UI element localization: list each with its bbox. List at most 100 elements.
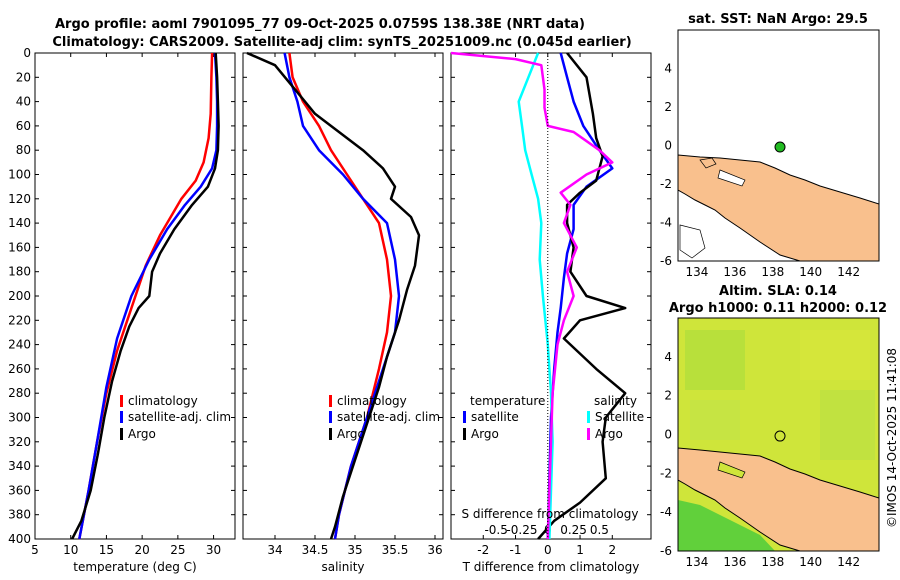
y-tick-label: 300 — [8, 411, 31, 425]
series-argo — [246, 51, 421, 540]
y-tick-label: 400 — [8, 532, 31, 546]
map-y-tick-label: -2 — [660, 466, 672, 480]
title-line2: Climatology: CARS2009. Satellite-adj cli… — [52, 35, 631, 50]
map-y-tick-label: 4 — [664, 350, 672, 364]
map-x-tick-label: 142 — [837, 265, 860, 279]
salinity-legend: climatology satellite-adj. clim Argo — [329, 394, 440, 441]
temperature-legend: climatology satellite-adj. clim Argo — [120, 394, 231, 441]
sla-patch — [690, 400, 740, 440]
map-x-tick-label: 140 — [799, 265, 822, 279]
y-tick-label: 40 — [16, 95, 31, 109]
title-line1: Argo profile: aoml 7901095_77 09-Oct-202… — [55, 17, 585, 32]
sla-map-frame — [677, 317, 880, 552]
y-tick-label: 60 — [16, 119, 31, 133]
series-satellite-adj-clim — [283, 52, 401, 540]
map-y-tick-label: -4 — [660, 216, 672, 230]
x-tick-label: 35 — [347, 543, 362, 557]
y-tick-label: 140 — [8, 216, 31, 230]
sla-patch — [800, 330, 870, 380]
y-tick-label: 160 — [8, 240, 31, 254]
x-tick-label: 5 — [31, 543, 39, 557]
series-argo — [70, 52, 220, 540]
s-tick-label: 0.25 — [560, 523, 587, 537]
map-x-tick-label: 136 — [723, 555, 746, 569]
legend-argo-swatch — [329, 428, 332, 440]
y-tick-label: 320 — [8, 435, 31, 449]
sst-map-title: sat. SST: NaN Argo: 29.5 — [688, 12, 868, 27]
y-tick-label: 280 — [8, 386, 31, 400]
series-s-diff-argo — [450, 51, 614, 540]
y-tick-label: 80 — [16, 143, 31, 157]
x-tick-label: 35.5 — [382, 543, 409, 557]
legend-satellite: satellite-adj. clim — [128, 410, 231, 424]
map-y-tick-label: -6 — [660, 254, 672, 268]
map-x-tick-label: 140 — [799, 555, 822, 569]
y-tick-label: 0 — [23, 46, 31, 60]
legend-s-argo: Argo — [595, 427, 623, 441]
map-x-tick-label: 134 — [686, 265, 709, 279]
argo-float-marker — [774, 430, 786, 442]
salinity-xlabel: salinity — [321, 560, 364, 574]
legend-t-argo-swatch — [463, 428, 466, 440]
series-climatology — [78, 52, 214, 540]
argo-float-marker — [774, 141, 786, 153]
y-tick-label: 120 — [8, 192, 31, 206]
y-tick-label: 260 — [8, 362, 31, 376]
map-x-tick-label: 142 — [837, 555, 860, 569]
x-tick-label: 34 — [267, 543, 282, 557]
legend-climatology: climatology — [337, 394, 407, 408]
salinity-axes — [242, 52, 444, 540]
legend-argo: Argo — [337, 427, 365, 441]
x-tick-label: 10 — [63, 543, 78, 557]
difference-xlabel: T difference from climatology — [462, 560, 640, 574]
y-tick-label: 220 — [8, 313, 31, 327]
legend-t-satellite: satellite — [471, 410, 519, 424]
bird-head-bay — [717, 169, 746, 187]
y-tick-label: 180 — [8, 265, 31, 279]
tick-layer: 0204060801001201401601802002202402602803… — [8, 46, 860, 569]
sla-map-title-1: Altim. SLA: 0.14 — [719, 284, 837, 299]
sla-patch — [820, 390, 875, 460]
legend-s-satellite-swatch — [587, 411, 590, 423]
small-island — [699, 157, 717, 169]
y-tick-label: 100 — [8, 168, 31, 182]
legend-climatology: climatology — [128, 394, 198, 408]
y-tick-label: 340 — [8, 459, 31, 473]
x-tick-label: 30 — [206, 543, 221, 557]
legend-s-satellite: Satellite — [595, 410, 644, 424]
legend-salinity-header: salinity — [594, 394, 637, 408]
s-tick-label: -0.25 — [506, 523, 537, 537]
s-tick-label: 0.5 — [590, 523, 609, 537]
bird-head-bay — [717, 461, 746, 479]
sla-map-title-2: Argo h1000: 0.11 h2000: 0.12 — [669, 301, 887, 316]
legend-t-satellite-swatch — [463, 411, 466, 423]
map-x-tick-label: 136 — [723, 265, 746, 279]
y-tick-label: 240 — [8, 338, 31, 352]
y-tick-label: 360 — [8, 483, 31, 497]
map-y-tick-label: 4 — [664, 62, 672, 76]
legend-satellite: satellite-adj. clim — [337, 410, 440, 424]
x-tick-label: -1 — [510, 543, 522, 557]
map-y-tick-label: 0 — [664, 428, 672, 442]
legend-satellite-swatch — [329, 411, 332, 423]
series-t-diff-satellite — [546, 52, 614, 540]
x-tick-label: 1 — [576, 543, 584, 557]
y-tick-label: 20 — [16, 70, 31, 84]
series-climatology — [288, 52, 393, 540]
y-tick-label: 380 — [8, 508, 31, 522]
profile-lines — [70, 51, 627, 540]
s-tick-label: -0.5 — [484, 523, 507, 537]
map-y-tick-label: 0 — [664, 139, 672, 153]
map-y-tick-label: 2 — [664, 389, 672, 403]
sst-map-content — [678, 30, 879, 261]
map-y-tick-label: -6 — [660, 544, 672, 558]
map-x-tick-label: 138 — [761, 265, 784, 279]
x-tick-label: 36 — [427, 543, 442, 557]
map-y-tick-label: -2 — [660, 177, 672, 191]
sla-high-patch — [678, 500, 775, 551]
x-tick-label: 34.5 — [302, 543, 329, 557]
aru-island-outline — [679, 224, 706, 259]
s-difference-label: S difference from climatology — [462, 507, 639, 521]
legend-climatology-swatch — [120, 395, 123, 407]
legend-temperature-header: temperature — [470, 394, 545, 408]
